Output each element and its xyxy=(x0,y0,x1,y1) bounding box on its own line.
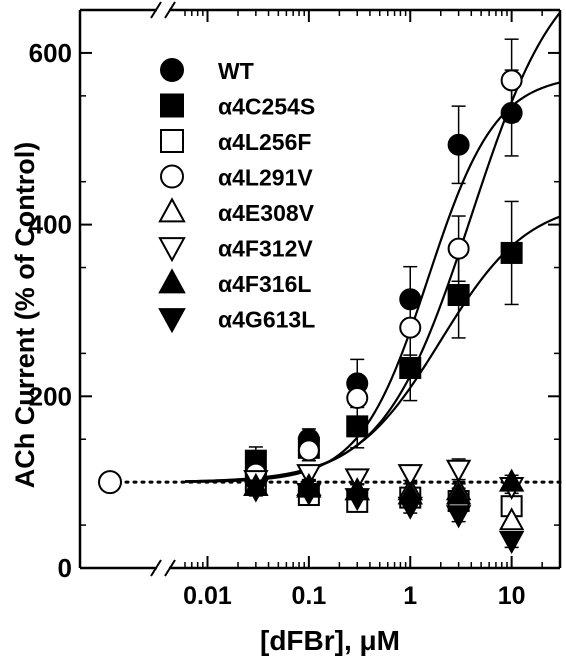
y-tick-label: 0 xyxy=(58,553,72,583)
data-point xyxy=(447,284,470,307)
legend-marker xyxy=(158,268,186,294)
legend-label: α4F312V xyxy=(218,236,313,262)
legend: WT α4C254S α4L256F α4L291V α4E308V α4F312V α4F… xyxy=(158,58,315,334)
data-point xyxy=(397,496,423,520)
data-point xyxy=(498,531,525,555)
data-point xyxy=(399,288,422,311)
legend-label: WT xyxy=(218,58,254,84)
data-point xyxy=(445,481,472,505)
axis-break-mark-top xyxy=(150,1,162,19)
data-point xyxy=(500,102,523,125)
data-point xyxy=(399,316,422,339)
data-point xyxy=(344,488,370,512)
legend-marker xyxy=(160,58,184,82)
axis-break-mark-top xyxy=(164,1,176,19)
data-point xyxy=(445,459,472,483)
y-tick-label: 400 xyxy=(29,210,72,240)
x-tick-label: 0.01 xyxy=(183,582,232,610)
data-point xyxy=(296,482,322,507)
x-tick-label: 0.1 xyxy=(291,582,326,610)
legend-marker xyxy=(158,237,186,263)
data-point xyxy=(399,356,422,379)
data-point xyxy=(346,387,369,410)
legend-marker xyxy=(158,308,186,334)
data-point xyxy=(500,241,523,264)
axes: 0 200 400 600 0.01 0.1 1 10 xyxy=(29,1,562,610)
axis-break-mark-bottom xyxy=(164,559,176,577)
legend-label: α4G613L xyxy=(218,307,315,333)
y-tick-label: 600 xyxy=(29,38,72,68)
legend-label: α4E308V xyxy=(218,200,315,226)
data-point xyxy=(346,415,369,438)
data-point xyxy=(498,468,525,492)
x-axis-label: [dFBr], μM xyxy=(260,625,400,656)
legend-marker xyxy=(160,129,184,153)
data-point xyxy=(500,69,523,92)
x-tick-label: 10 xyxy=(498,582,526,610)
data-point xyxy=(445,505,472,529)
data-point xyxy=(243,479,269,503)
y-tick-label: 200 xyxy=(29,381,72,411)
legend-label: α4L256F xyxy=(218,129,311,155)
x-tick-label: 1 xyxy=(403,582,417,610)
legend-label: α4C254S xyxy=(218,94,315,120)
data-point xyxy=(498,507,525,531)
legend-marker xyxy=(160,93,184,118)
legend-marker xyxy=(160,164,184,189)
data-point xyxy=(447,237,470,260)
data-point xyxy=(447,133,470,156)
data-points xyxy=(98,69,525,555)
data-point xyxy=(297,439,320,462)
data-point xyxy=(397,464,423,488)
legend-label: α4F316L xyxy=(218,271,311,297)
y-axis-label: ACh Current (% of Control) xyxy=(10,142,40,488)
legend-marker xyxy=(158,197,186,223)
control-data-point xyxy=(98,470,122,495)
axis-break-mark-bottom xyxy=(150,559,162,577)
legend-label: α4L291V xyxy=(218,165,313,191)
